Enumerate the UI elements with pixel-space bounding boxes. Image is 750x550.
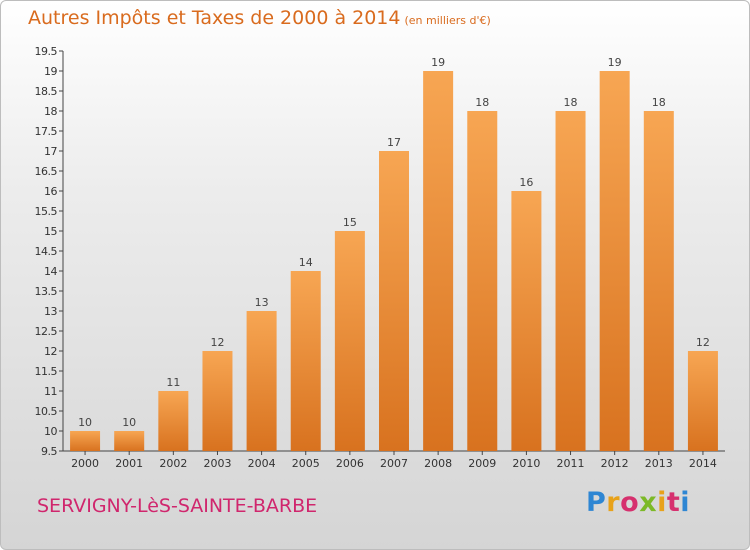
value-label: 12 <box>696 336 710 349</box>
bar-2000 <box>70 431 101 451</box>
logo-letter: t <box>666 487 681 518</box>
y-tick-label: 15.5 <box>35 205 58 218</box>
commune-name: SERVIGNY-LèS-SAINTE-BARBE <box>37 495 318 517</box>
logo-letter: P <box>586 487 607 518</box>
x-tick-label: 2011 <box>557 457 585 470</box>
y-tick-label: 14 <box>44 265 57 278</box>
y-tick-label: 13.5 <box>35 285 58 298</box>
bar-2011 <box>555 111 586 451</box>
proxiti-logo: Proxiti <box>586 487 690 518</box>
y-tick-label: 12.5 <box>35 325 58 338</box>
y-tick-label: 17 <box>44 145 57 158</box>
value-label: 13 <box>255 296 269 309</box>
bar-2008 <box>423 71 454 451</box>
bar-2003 <box>202 351 233 451</box>
y-tick-label: 11.5 <box>35 365 58 378</box>
x-tick-label: 2002 <box>159 457 187 470</box>
value-label: 10 <box>78 416 92 429</box>
x-tick-label: 2004 <box>248 457 276 470</box>
x-tick-label: 2014 <box>689 457 717 470</box>
x-tick-label: 2003 <box>203 457 231 470</box>
value-label: 11 <box>166 376 180 389</box>
x-tick-label: 2012 <box>601 457 629 470</box>
y-tick-label: 16.5 <box>35 165 58 178</box>
bar-2013 <box>643 111 674 451</box>
x-tick-label: 2006 <box>336 457 364 470</box>
logo-letter: x <box>639 487 658 518</box>
value-label: 18 <box>475 96 489 109</box>
bar-2002 <box>158 391 189 451</box>
bar-2014 <box>687 351 718 451</box>
y-tick-label: 10.5 <box>35 405 58 418</box>
x-tick-label: 2005 <box>292 457 320 470</box>
x-tick-label: 2000 <box>71 457 99 470</box>
value-label: 17 <box>387 136 401 149</box>
bar-2006 <box>334 231 365 451</box>
y-tick-label: 17.5 <box>35 125 58 138</box>
chart-title: Autres Impôts et Taxes de 2000 à 2014 (en… <box>28 7 491 29</box>
y-tick-label: 16 <box>44 185 57 198</box>
value-label: 14 <box>299 256 313 269</box>
bar-2005 <box>290 271 321 451</box>
y-tick-label: 10 <box>44 425 57 438</box>
y-tick-label: 19 <box>44 65 57 78</box>
y-tick-label: 18.5 <box>35 85 58 98</box>
chart-title-unit: (en milliers d'€) <box>404 14 491 27</box>
value-label: 15 <box>343 216 357 229</box>
bar-2004 <box>246 311 277 451</box>
y-tick-label: 14.5 <box>35 245 58 258</box>
bar-2012 <box>599 71 630 451</box>
x-tick-label: 2009 <box>468 457 496 470</box>
x-tick-label: 2010 <box>512 457 540 470</box>
y-tick-label: 13 <box>44 305 57 318</box>
logo-letter: o <box>620 487 640 518</box>
value-label: 12 <box>210 336 224 349</box>
y-tick-label: 12 <box>44 345 57 358</box>
chart-title-main: Autres Impôts et Taxes de 2000 à 2014 <box>28 7 401 29</box>
x-tick-label: 2007 <box>380 457 408 470</box>
logo-letter: i <box>657 487 667 518</box>
value-label: 19 <box>431 56 445 69</box>
value-label: 19 <box>608 56 622 69</box>
y-tick-label: 15 <box>44 225 57 238</box>
value-label: 18 <box>652 96 666 109</box>
x-tick-label: 2001 <box>115 457 143 470</box>
logo-letter: i <box>680 487 691 518</box>
value-label: 10 <box>122 416 136 429</box>
y-tick-label: 9.5 <box>41 445 57 458</box>
y-tick-label: 11 <box>44 385 57 398</box>
y-tick-label: 19.5 <box>35 45 58 58</box>
value-label: 16 <box>519 176 533 189</box>
value-label: 18 <box>564 96 578 109</box>
y-tick-label: 18 <box>44 105 57 118</box>
bar-2007 <box>379 151 409 451</box>
bar-2001 <box>114 431 145 451</box>
bar-2009 <box>467 111 498 451</box>
logo-letter: r <box>606 487 621 518</box>
bar-2010 <box>511 191 542 451</box>
x-tick-label: 2013 <box>645 457 673 470</box>
x-tick-label: 2008 <box>424 457 452 470</box>
